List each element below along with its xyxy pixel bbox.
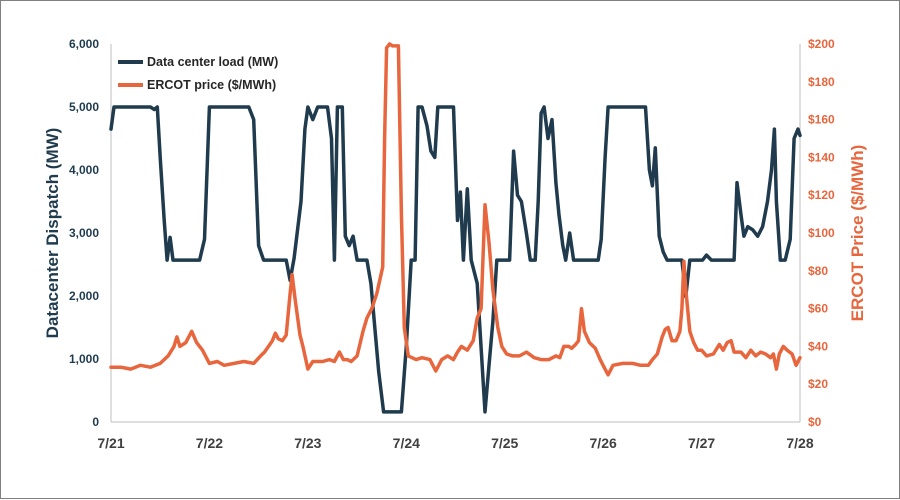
- left-y-tick-label: 0: [92, 415, 99, 429]
- left-y-tick-label: 6,000: [69, 37, 99, 51]
- right-y-tick-label: $160: [808, 113, 835, 127]
- series-line-data-center-load: [109, 105, 802, 414]
- legend: Data center load (MW) ERCOT price ($/MWh…: [118, 55, 278, 92]
- x-tick-label: 7/24: [393, 435, 420, 451]
- right-y-tick-label: $0: [808, 415, 822, 429]
- right-y-tick-label: $100: [808, 226, 835, 240]
- left-y-tick-label: 5,000: [69, 100, 99, 114]
- right-y-tick-label: $60: [808, 302, 828, 316]
- left-y-tick-label: 4,000: [69, 163, 99, 177]
- x-tick-label: 7/27: [688, 435, 715, 451]
- right-y-tick-label: $120: [808, 188, 835, 202]
- left-axis-title: Datacenter Dispatch (MW): [43, 128, 62, 339]
- x-ticks: 7/21 7/22 7/23 7/24 7/25 7/26 7/27 7/28: [97, 435, 813, 451]
- x-tick-label: 7/22: [196, 435, 223, 451]
- left-y-tick-label: 3,000: [69, 226, 99, 240]
- right-y-tick-label: $140: [808, 150, 835, 164]
- right-y-tick-label: $180: [808, 75, 835, 89]
- left-y-ticks: 0 1,000 2,000 3,000 4,000 5,000 6,000: [69, 37, 99, 429]
- left-y-tick-label: 2,000: [69, 289, 99, 303]
- right-y-tick-label: $200: [808, 37, 835, 51]
- series-line-ercot-price: [109, 42, 802, 377]
- right-y-tick-label: $40: [808, 339, 828, 353]
- legend-label-load: Data center load (MW): [147, 55, 278, 69]
- right-y-tick-label: $80: [808, 264, 828, 278]
- legend-label-price: ERCOT price ($/MWh): [147, 78, 276, 92]
- series-group: [109, 42, 802, 414]
- x-tick-label: 7/25: [491, 435, 518, 451]
- x-tick-label: 7/21: [97, 435, 124, 451]
- right-y-tick-label: $20: [808, 377, 828, 391]
- plot-area: 0 1,000 2,000 3,000 4,000 5,000 6,000 $0 $20 $40…: [69, 37, 835, 451]
- left-y-tick-label: 1,000: [69, 352, 99, 366]
- right-axis-title: ERCOT Price ($/MWh): [848, 145, 867, 322]
- right-y-ticks: $0 $20 $40 $60 $80 $100 $120 $140 $160 $180 $200: [808, 37, 835, 429]
- x-tick-label: 7/28: [786, 435, 813, 451]
- x-tick-label: 7/23: [294, 435, 321, 451]
- x-tick-label: 7/26: [590, 435, 617, 451]
